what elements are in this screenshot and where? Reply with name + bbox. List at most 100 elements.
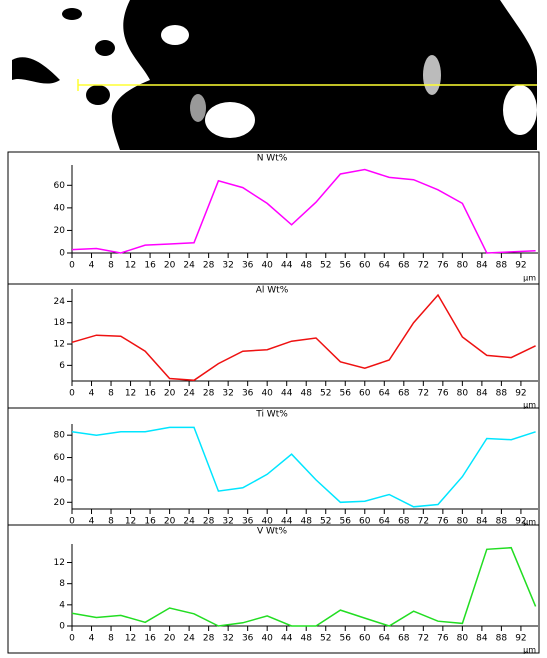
x-tick-label: 16 [144, 634, 156, 644]
x-tick-label: 8 [108, 389, 114, 399]
x-tick-label: 12 [125, 389, 136, 399]
x-tick-label: 92 [515, 389, 526, 399]
x-tick-label: 88 [496, 261, 508, 271]
x-tick-label: 80 [457, 389, 469, 399]
x-tick-label: 84 [476, 389, 488, 399]
x-tick-label: 76 [437, 261, 449, 271]
x-tick-label: 52 [320, 261, 331, 271]
x-tick-label: 84 [476, 634, 488, 644]
x-tick-label: 0 [69, 634, 75, 644]
x-tick-label: 56 [340, 389, 352, 399]
x-tick-label: 48 [300, 389, 312, 399]
x-tick-label: 12 [125, 634, 136, 644]
x-tick-label: 52 [320, 389, 331, 399]
grey-grain [423, 55, 441, 95]
x-tick-label: 64 [379, 389, 391, 399]
x-tick-label: 44 [281, 389, 293, 399]
x-tick-label: 88 [496, 389, 508, 399]
x-tick-label: 32 [222, 261, 233, 271]
x-tick-label: 68 [398, 389, 410, 399]
x-tick-label: 36 [242, 634, 254, 644]
y-tick-label: 40 [54, 203, 66, 213]
sem-image [12, 0, 537, 150]
light-blob [503, 85, 537, 135]
data-line [72, 427, 536, 506]
x-tick-label: 88 [496, 634, 508, 644]
y-tick-label: 80 [54, 431, 66, 441]
x-tick-label: 24 [183, 389, 195, 399]
x-tick-label: 20 [164, 389, 176, 399]
x-tick-label: 36 [242, 261, 254, 271]
x-tick-label: 32 [222, 389, 233, 399]
page: {"chart_data": [ {"type": "line", "title… [0, 0, 547, 658]
x-tick-label: 40 [261, 261, 273, 271]
x-axis-label: µm [523, 646, 536, 655]
light-blob [161, 25, 189, 45]
x-tick-label: 80 [457, 261, 469, 271]
x-tick-label: 76 [437, 634, 449, 644]
y-tick-label: 60 [54, 181, 66, 191]
x-tick-label: 4 [89, 389, 95, 399]
x-tick-label: 92 [515, 634, 526, 644]
y-tick-label: 20 [54, 498, 66, 508]
x-tick-label: 0 [69, 389, 75, 399]
x-tick-label: 12 [125, 261, 136, 271]
y-tick-label: 12 [54, 340, 65, 350]
x-tick-label: 84 [476, 261, 488, 271]
y-tick-label: 18 [54, 318, 66, 328]
y-tick-label: 12 [54, 558, 65, 568]
x-tick-label: 60 [359, 634, 371, 644]
x-tick-label: 56 [340, 261, 352, 271]
x-tick-label: 48 [300, 261, 312, 271]
x-tick-label: 8 [108, 634, 114, 644]
y-tick-label: 60 [54, 453, 66, 463]
x-tick-label: 36 [242, 389, 254, 399]
x-tick-label: 24 [183, 261, 195, 271]
x-tick-label: 28 [203, 634, 215, 644]
chart: N Wt%04812162024283236404448525660646872… [0, 0, 547, 654]
panel-title: V Wt% [257, 527, 287, 537]
light-blob [205, 102, 255, 138]
x-tick-label: 64 [379, 634, 391, 644]
x-tick-label: 4 [89, 261, 95, 271]
x-tick-label: 80 [457, 634, 469, 644]
x-tick-label: 72 [418, 634, 429, 644]
x-tick-label: 20 [164, 261, 176, 271]
x-tick-label: 64 [379, 261, 391, 271]
panel-title: Ti Wt% [255, 410, 288, 420]
dark-region [112, 0, 537, 150]
x-tick-label: 60 [359, 261, 371, 271]
x-tick-label: 52 [320, 634, 331, 644]
y-tick-label: 0 [59, 249, 65, 259]
dark-blob [95, 40, 115, 56]
y-tick-label: 40 [54, 475, 66, 485]
x-tick-label: 28 [203, 261, 215, 271]
x-tick-label: 60 [359, 389, 371, 399]
x-tick-label: 40 [261, 389, 273, 399]
x-tick-label: 4 [89, 634, 95, 644]
data-line [72, 295, 536, 380]
x-tick-label: 16 [144, 261, 156, 271]
dark-blob [62, 8, 82, 20]
data-line [72, 170, 536, 254]
x-tick-label: 92 [515, 261, 526, 271]
x-tick-label: 44 [281, 261, 293, 271]
y-tick-label: 20 [54, 226, 66, 236]
grey-grain [190, 94, 206, 122]
y-tick-label: 6 [59, 361, 65, 371]
x-tick-label: 68 [398, 261, 410, 271]
x-tick-label: 44 [281, 634, 293, 644]
x-axis-label: µm [523, 274, 536, 283]
x-tick-label: 0 [69, 261, 75, 271]
x-tick-label: 56 [340, 634, 352, 644]
x-tick-label: 8 [108, 261, 114, 271]
y-tick-label: 4 [59, 600, 65, 610]
y-tick-label: 24 [54, 297, 66, 307]
x-tick-label: 32 [222, 634, 233, 644]
x-tick-label: 24 [183, 634, 195, 644]
panel-title: Al Wt% [256, 286, 289, 296]
x-tick-label: 20 [164, 634, 176, 644]
x-tick-label: 72 [418, 389, 429, 399]
dark-blob [86, 85, 110, 105]
x-tick-label: 16 [144, 389, 156, 399]
